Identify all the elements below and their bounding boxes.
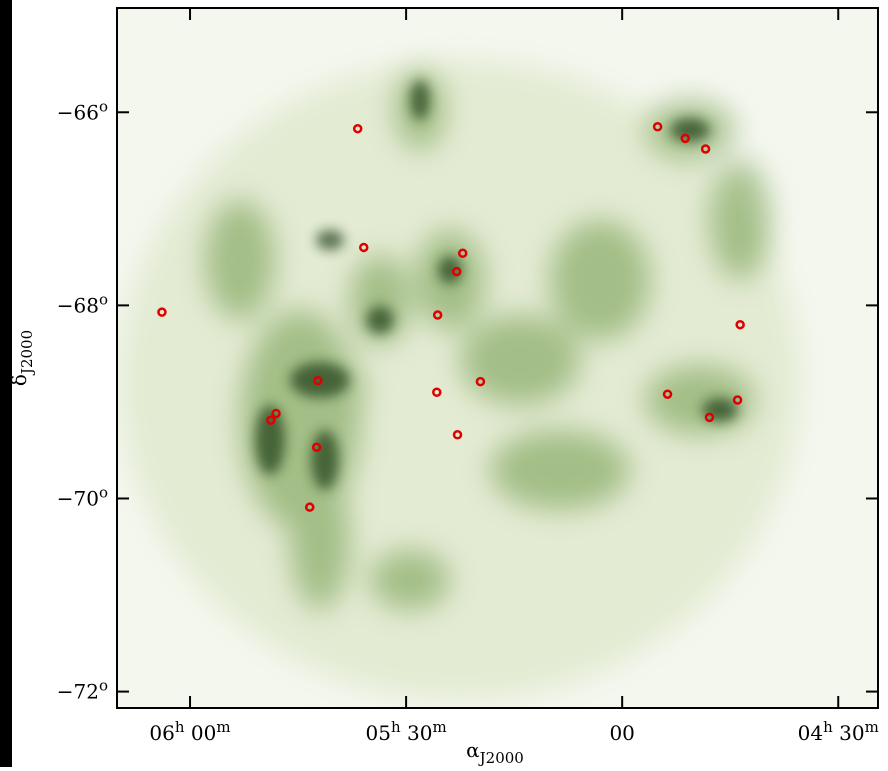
source-marker [313, 375, 323, 386]
x-tick-label: 05h 30m [366, 718, 447, 745]
source-marker [451, 266, 462, 277]
x-tick-label: 00 [609, 721, 634, 745]
source-marker [311, 442, 322, 453]
plot-frame [116, 7, 879, 709]
source-marker [157, 307, 167, 317]
source-marker [432, 310, 443, 320]
source-marker [359, 242, 369, 253]
source-marker [304, 502, 315, 512]
x-tick-label: 06h 00m [149, 718, 230, 745]
source-marker [432, 387, 442, 398]
source-marker [352, 123, 363, 134]
x-tick-label: 04h 30m [798, 718, 879, 745]
source-marker [700, 144, 711, 154]
left-bar [0, 0, 12, 767]
source-marker [735, 319, 745, 330]
source-marker [452, 430, 463, 440]
y-tick-label: −66o [57, 97, 108, 124]
y-tick-label: −72o [57, 677, 108, 704]
y-tick-label: −70o [57, 483, 108, 510]
source-marker [271, 408, 281, 419]
hi-map [117, 8, 878, 708]
source-marker [266, 415, 276, 426]
source-marker [457, 248, 468, 258]
source-marker [662, 389, 673, 399]
source-marker [704, 412, 715, 423]
source-marker [475, 376, 486, 387]
source-marker [732, 395, 743, 405]
source-marker [680, 133, 691, 144]
y-axis-label: δJ2000 [7, 330, 36, 386]
y-tick-label: −68o [57, 290, 108, 317]
x-axis-label: αJ2000 [466, 738, 524, 767]
source-marker [652, 122, 663, 132]
